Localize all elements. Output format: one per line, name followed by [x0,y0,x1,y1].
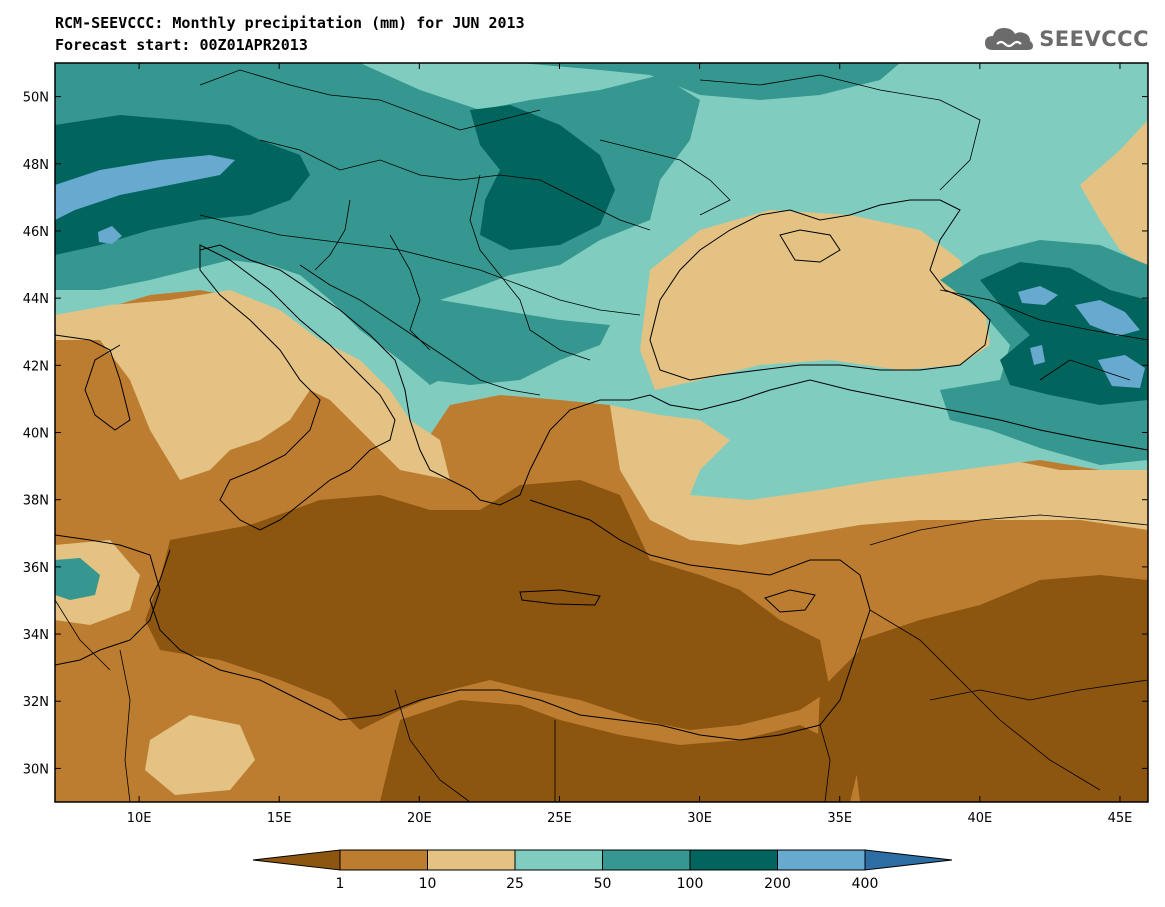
precip-region-200-400-caucasus-c [1098,355,1145,388]
lon-tick-label: 40E [967,811,992,826]
cloud-icon [985,28,1034,50]
lon-tick-label: 45E [1108,811,1133,826]
lat-tick-label: 46N [23,225,49,240]
colorbar-label: 25 [506,876,524,892]
lat-tick-label: 38N [23,494,49,509]
lon-tick-label: 10E [127,811,152,826]
seevccc-logo: SEEVCCC [983,24,1149,54]
lat-tick-label: 32N [23,695,49,710]
precip-region-50-100-balkan [300,265,610,385]
colorbar-label: 1 [336,876,345,892]
precip-region-50-100-north [520,63,900,100]
precip-region-lt1-med [145,480,830,730]
lat-tick-label: 44N [23,292,49,307]
forecast-start-label: Forecast start: 00Z01APR2013 [55,36,308,54]
colorbar-label: 100 [677,876,704,892]
map-title: RCM-SEEVCCC: Monthly precipitation (mm) … [55,14,525,32]
lon-tick-label: 15E [267,811,292,826]
colorbar-label: 10 [419,876,437,892]
precip-region-10-25-libya [145,715,255,795]
precipitation-field [55,63,1148,802]
colorbar-swatch [777,849,866,871]
lat-tick-label: 50N [23,91,49,106]
precip-region-200-400-spot [98,226,122,244]
lon-tick-label: 35E [827,811,852,826]
lon-tick-label: 25E [547,811,572,826]
colorbar-label: 200 [764,876,791,892]
lat-tick-label: 42N [23,359,49,374]
precip-region-50-100-tunis [55,558,100,600]
colorbar-swatch [339,849,428,871]
precip-region-lt1-africa [380,700,830,802]
lat-tick-label: 36N [23,561,49,576]
colorbar-label: 400 [852,876,879,892]
country-borders [55,69,1148,802]
precip-region-10-25-aegean [610,405,1148,545]
precip-region-200-400-caucasus-b [1075,300,1140,336]
precip-region-100-200-carpathians [470,105,615,250]
precip-region-lt1-nile [815,650,870,802]
colorbar-swatch [689,849,778,871]
lat-tick-label: 30N [23,762,49,777]
precip-region-10-25-east [1080,120,1148,270]
lon-tick-label: 20E [407,811,432,826]
colorbar-swatch [514,849,603,871]
precip-region-10-25-blacksea [640,210,990,390]
latitude-axis: 30N 32N 34N 36N 38N 40N 42N 44N 46N 48N 50N [23,91,1148,777]
longitude-axis: 10E 15E 20E 25E 30E 35E 40E 45E [127,63,1133,826]
lon-tick-label: 30E [687,811,712,826]
lat-tick-label: 40N [23,427,49,442]
lat-tick-label: 34N [23,628,49,643]
coastlines [55,199,1148,741]
colorbar-label: 50 [594,876,612,892]
precip-region-200-400-alps [55,155,235,220]
colorbar-swatch [602,849,691,871]
precip-region-10-25-italy [55,290,450,480]
colorbar-swatch [427,849,516,871]
precip-region-200-400-caucasus-d [1030,345,1045,365]
precip-region-lt1-arabia [850,575,1148,802]
colorbar: 1 10 25 50 100 200 400 [252,849,953,892]
lat-tick-label: 48N [23,158,49,173]
logo-text: SEEVCCC [1039,27,1149,51]
colorbar-swatch-max [864,849,953,871]
precip-region-100-200-alps [55,115,310,255]
precip-region-200-400-caucasus-a [1018,286,1058,305]
colorbar-swatch-min [252,849,341,871]
